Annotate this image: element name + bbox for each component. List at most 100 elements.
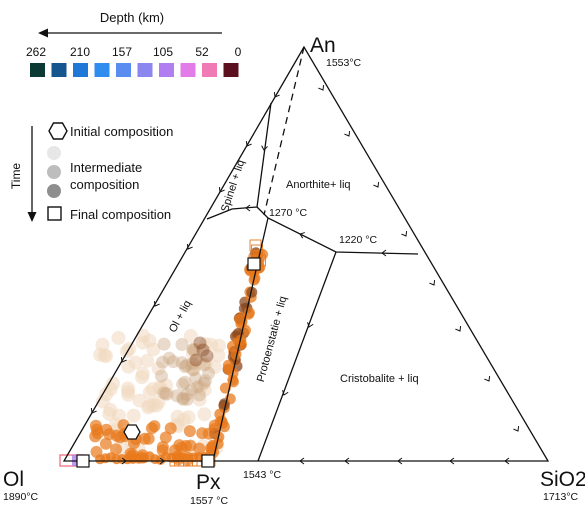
composition-point bbox=[188, 343, 203, 357]
composition-point bbox=[149, 398, 164, 413]
composition-point bbox=[156, 355, 170, 369]
depth-tick-label: 105 bbox=[153, 45, 173, 59]
composition-point bbox=[89, 430, 102, 443]
composition-point bbox=[126, 408, 141, 423]
composition-point bbox=[191, 380, 204, 394]
an-px-join-line bbox=[263, 46, 305, 216]
composition-point bbox=[159, 431, 172, 444]
boundary-arrow-icon bbox=[261, 145, 268, 151]
composition-point bbox=[230, 348, 242, 360]
initial-composition-hexagon-icon bbox=[48, 122, 68, 140]
depth-swatch bbox=[51, 63, 67, 77]
depth-swatch bbox=[202, 63, 217, 77]
depth-arrow-head-icon bbox=[38, 28, 48, 38]
legend-final-label: Final composition bbox=[70, 207, 171, 222]
boundary-arrow-icon bbox=[344, 457, 350, 465]
composition-point bbox=[234, 313, 246, 325]
boundary-arrows bbox=[85, 84, 520, 465]
composition-point bbox=[106, 376, 121, 391]
composition-point bbox=[114, 431, 127, 444]
point-1220-label: 1220 °C bbox=[339, 234, 377, 246]
vertex-an-temp: 1553°C bbox=[326, 57, 362, 69]
depth-swatch bbox=[159, 63, 174, 77]
point-1270-label: 1270 °C bbox=[269, 207, 307, 219]
boundary-arrow-icon bbox=[218, 186, 225, 193]
composition-point bbox=[176, 392, 190, 406]
ternary-triangle bbox=[62, 45, 550, 462]
depth-swatch bbox=[94, 63, 110, 77]
boundary-arrow-icon bbox=[344, 130, 351, 137]
composition-point bbox=[173, 439, 186, 452]
vertex-sio2-temp: 1713°C bbox=[543, 491, 579, 503]
composition-point bbox=[196, 343, 210, 357]
intermediate-dot-medium-icon bbox=[47, 165, 61, 179]
boundary-arrow-icon bbox=[318, 84, 325, 91]
legend: Time Initial composition Intermediate co… bbox=[9, 122, 173, 222]
boundary-arrow-icon bbox=[513, 425, 520, 432]
composition-point bbox=[178, 360, 192, 374]
boundary-arrow-icon bbox=[504, 457, 510, 465]
final-composition-px-square bbox=[201, 454, 215, 468]
composition-point bbox=[175, 356, 189, 370]
composition-point bbox=[166, 355, 180, 369]
boundary-arrow-icon bbox=[401, 230, 408, 237]
boundary-arrow-icon bbox=[186, 243, 193, 250]
composition-point bbox=[235, 334, 247, 346]
point-1543-label: 1543 °C bbox=[243, 469, 281, 481]
composition-point bbox=[197, 358, 211, 372]
depth-tick-label: 157 bbox=[112, 45, 132, 59]
field-cristobalite-label: Cristobalite + liq bbox=[340, 373, 419, 385]
intermediate-dot-dark-icon bbox=[47, 184, 61, 198]
composition-point bbox=[135, 366, 150, 381]
boundary-arrow-icon bbox=[273, 91, 280, 98]
composition-point bbox=[111, 330, 126, 345]
composition-point bbox=[159, 387, 173, 401]
depth-swatch bbox=[137, 63, 153, 77]
boundary-arrow-icon bbox=[429, 279, 436, 286]
composition-point bbox=[179, 358, 193, 372]
composition-point bbox=[246, 286, 258, 298]
legend-intermediate-line2: composition bbox=[70, 177, 139, 192]
depth-swatch bbox=[116, 63, 131, 77]
boundary-arrow-icon bbox=[153, 300, 160, 307]
boundary-arrow-icon bbox=[449, 457, 455, 465]
vertex-sio2-label: SiO2 bbox=[540, 468, 585, 491]
composition-point bbox=[192, 388, 206, 402]
composition-point bbox=[157, 337, 171, 351]
composition-point bbox=[187, 343, 201, 357]
spinel-anorthite-boundary bbox=[206, 102, 272, 220]
composition-point bbox=[183, 425, 196, 438]
boundary-arrow-icon bbox=[282, 390, 289, 396]
boundary-arrow-icon bbox=[299, 232, 305, 239]
composition-point bbox=[207, 360, 222, 374]
vertex-ol-label: Ol bbox=[3, 468, 24, 491]
time-label: Time bbox=[9, 163, 23, 190]
composition-point bbox=[99, 437, 112, 450]
vertex-px-label: Px bbox=[196, 471, 221, 494]
depth-tick-label: 0 bbox=[235, 45, 242, 59]
anorthite-protoenstatite-boundary bbox=[256, 206, 419, 255]
composition-point bbox=[186, 342, 200, 356]
composition-point bbox=[157, 386, 171, 400]
composition-point bbox=[189, 371, 203, 385]
composition-point bbox=[178, 375, 192, 389]
vertex-ol-temp: 1890°C bbox=[3, 491, 39, 503]
composition-point bbox=[183, 329, 198, 343]
composition-point bbox=[99, 387, 114, 402]
composition-point bbox=[198, 374, 212, 388]
final-composition-square-icon bbox=[47, 206, 62, 221]
composition-point bbox=[180, 387, 194, 401]
depth-swatch bbox=[73, 63, 88, 77]
composition-point bbox=[110, 443, 122, 456]
composition-point bbox=[176, 412, 191, 427]
intermediate-dot-light-icon bbox=[47, 146, 61, 160]
composition-point bbox=[197, 407, 212, 422]
composition-point bbox=[186, 363, 200, 377]
composition-point bbox=[192, 355, 207, 370]
boundary-arrow-icon bbox=[120, 356, 127, 363]
composition-point bbox=[121, 384, 136, 399]
legend-intermediate-label: Intermediate composition bbox=[70, 160, 146, 192]
composition-point bbox=[202, 366, 216, 380]
composition-point bbox=[148, 420, 161, 433]
composition-point bbox=[140, 353, 155, 368]
